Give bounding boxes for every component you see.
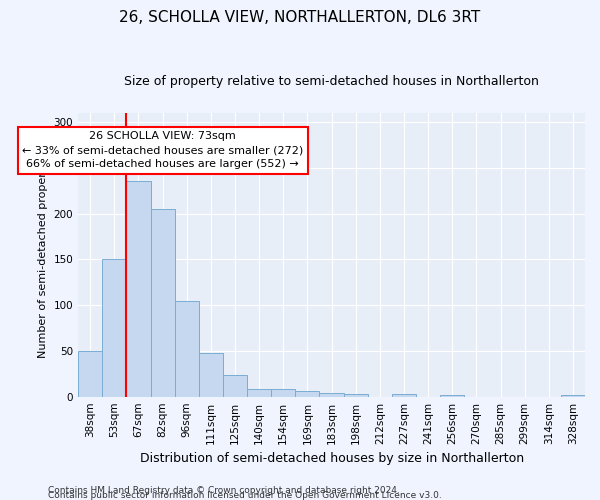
- Bar: [561, 395, 585, 396]
- Y-axis label: Number of semi-detached properties: Number of semi-detached properties: [38, 152, 48, 358]
- Bar: [175, 302, 199, 396]
- Bar: [127, 182, 151, 396]
- Text: 26 SCHOLLA VIEW: 73sqm
← 33% of semi-detached houses are smaller (272)
66% of se: 26 SCHOLLA VIEW: 73sqm ← 33% of semi-det…: [22, 131, 303, 169]
- Bar: [271, 390, 295, 396]
- Bar: [78, 351, 102, 397]
- Title: Size of property relative to semi-detached houses in Northallerton: Size of property relative to semi-detach…: [124, 75, 539, 88]
- Text: Contains HM Land Registry data © Crown copyright and database right 2024.: Contains HM Land Registry data © Crown c…: [48, 486, 400, 495]
- Bar: [295, 391, 319, 396]
- Bar: [392, 394, 416, 396]
- Bar: [247, 390, 271, 396]
- Bar: [319, 393, 344, 396]
- Bar: [223, 374, 247, 396]
- Text: Contains public sector information licensed under the Open Government Licence v3: Contains public sector information licen…: [48, 491, 442, 500]
- Bar: [151, 209, 175, 396]
- Bar: [440, 395, 464, 396]
- Bar: [102, 260, 127, 396]
- Bar: [199, 352, 223, 397]
- X-axis label: Distribution of semi-detached houses by size in Northallerton: Distribution of semi-detached houses by …: [139, 452, 524, 465]
- Bar: [344, 394, 368, 396]
- Text: 26, SCHOLLA VIEW, NORTHALLERTON, DL6 3RT: 26, SCHOLLA VIEW, NORTHALLERTON, DL6 3RT: [119, 10, 481, 25]
